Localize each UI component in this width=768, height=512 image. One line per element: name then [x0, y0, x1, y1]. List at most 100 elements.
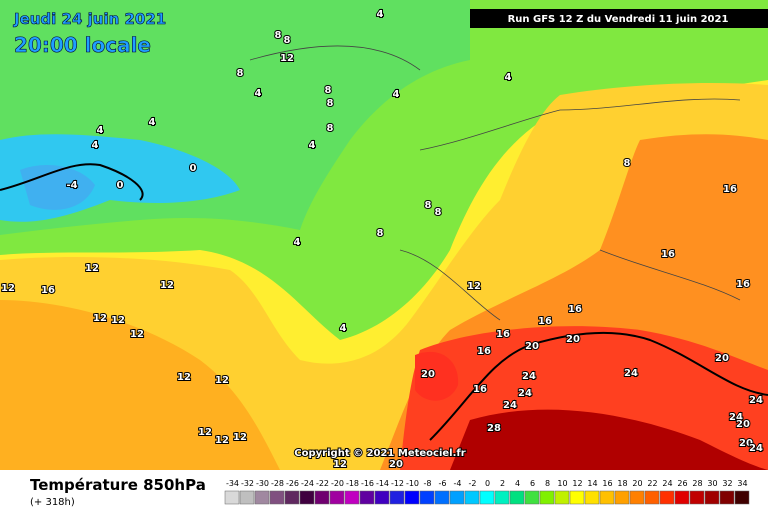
legend-label: 6	[530, 479, 535, 488]
contour-label: 4	[505, 72, 512, 83]
contour-label: 24	[749, 395, 763, 406]
contour-label: 12	[467, 281, 481, 292]
legend-swatch	[644, 490, 660, 505]
contour-label: 12	[215, 435, 229, 446]
contour-label: 12	[215, 375, 229, 386]
contour-label: 16	[568, 304, 582, 315]
legend-label: -4	[454, 479, 462, 488]
legend-swatch	[569, 490, 585, 505]
legend-label: -30	[256, 479, 269, 488]
contour-label: 28	[487, 423, 501, 434]
legend-label: 18	[617, 479, 627, 488]
legend-swatch	[464, 490, 480, 505]
contour-label: 12	[1, 283, 15, 294]
contour-label: 12	[130, 329, 144, 340]
contour	[0, 163, 144, 201]
contour-label: 4	[377, 9, 384, 20]
legend-label: -12	[391, 479, 404, 488]
contour-label: 8	[377, 228, 384, 239]
legend-label: -2	[469, 479, 477, 488]
contour-label: 8	[275, 30, 282, 41]
legend-label: -6	[439, 479, 447, 488]
contour-label: 12	[111, 315, 125, 326]
contour-label: 24	[749, 443, 763, 454]
contour-label: 20	[715, 353, 729, 364]
legend-swatch	[359, 490, 375, 505]
contour-label: 20	[525, 341, 539, 352]
legend-label: -18	[346, 479, 359, 488]
coastline	[249, 45, 741, 321]
legend-swatch	[239, 490, 255, 505]
legend-swatch	[224, 490, 240, 505]
contour-label: 20	[739, 438, 753, 449]
contour-label: 8	[425, 200, 432, 211]
legend-label: 34	[737, 479, 747, 488]
legend-swatch	[314, 490, 330, 505]
legend-label: -22	[316, 479, 329, 488]
legend-label: -14	[376, 479, 389, 488]
contour-label: 4	[340, 323, 347, 334]
legend-label: -28	[271, 479, 284, 488]
legend-label: 20	[632, 479, 642, 488]
legend-swatch	[299, 490, 315, 505]
contour-label: 24	[624, 368, 638, 379]
legend-label: 16	[602, 479, 612, 488]
legend-swatch	[419, 490, 435, 505]
contour-label: 20	[421, 369, 435, 380]
contour-label: 8	[435, 207, 442, 218]
legend-label: -10	[406, 479, 419, 488]
legend-swatch	[704, 490, 720, 505]
legend-swatch	[269, 490, 285, 505]
contour-label: 8	[327, 123, 334, 134]
contour-label: 0	[117, 180, 124, 191]
legend-swatch	[344, 490, 360, 505]
contour-label: 20	[566, 334, 580, 345]
contour-label: 20	[736, 419, 750, 430]
legend-label: 26	[677, 479, 687, 488]
contour-label: 24	[518, 388, 532, 399]
legend-swatch	[659, 490, 675, 505]
contour-label: 16	[538, 316, 552, 327]
contour-label: 8	[237, 68, 244, 79]
legend-label: 12	[572, 479, 582, 488]
legend-label: 24	[662, 479, 672, 488]
legend-label: -16	[361, 479, 374, 488]
legend-label: 28	[692, 479, 702, 488]
footer-title: Température 850hPa	[30, 476, 206, 494]
legend-label: 30	[707, 479, 717, 488]
legend-label: 2	[500, 479, 505, 488]
contour-label: 4	[92, 140, 99, 151]
contour-label: 0	[190, 163, 197, 174]
date: Jeudi 24 juin 2021	[13, 10, 166, 28]
contour-label: 4	[393, 89, 400, 100]
contour-label: 12	[280, 53, 294, 64]
legend-swatch	[434, 490, 450, 505]
contour-label: 12	[85, 263, 99, 274]
legend-swatch	[254, 490, 270, 505]
legend-swatch	[389, 490, 405, 505]
legend-label: -24	[301, 479, 314, 488]
legend-label: 10	[557, 479, 567, 488]
contour-label: 16	[41, 285, 55, 296]
contour-label: 16	[496, 329, 510, 340]
contour-label: 8	[327, 98, 334, 109]
contour-label: 4	[309, 140, 316, 151]
legend-label: 8	[545, 479, 550, 488]
contour-label: 12	[233, 432, 247, 443]
legend-swatch	[554, 490, 570, 505]
contour-label: 4	[255, 88, 262, 99]
contour-label: 8	[624, 158, 631, 169]
legend-swatch	[509, 490, 525, 505]
legend-swatch	[719, 490, 735, 505]
contour-label: 8	[325, 85, 332, 96]
copyright: Copyright © 2021 Meteociel.fr	[294, 448, 465, 459]
contour	[429, 332, 768, 441]
legend-swatch	[734, 490, 750, 505]
legend-label: 14	[587, 479, 597, 488]
run-box	[470, 9, 768, 28]
legend-swatch	[674, 490, 690, 505]
cold-core	[20, 165, 95, 210]
hot-max	[450, 409, 768, 470]
contour-label: 24	[503, 400, 517, 411]
